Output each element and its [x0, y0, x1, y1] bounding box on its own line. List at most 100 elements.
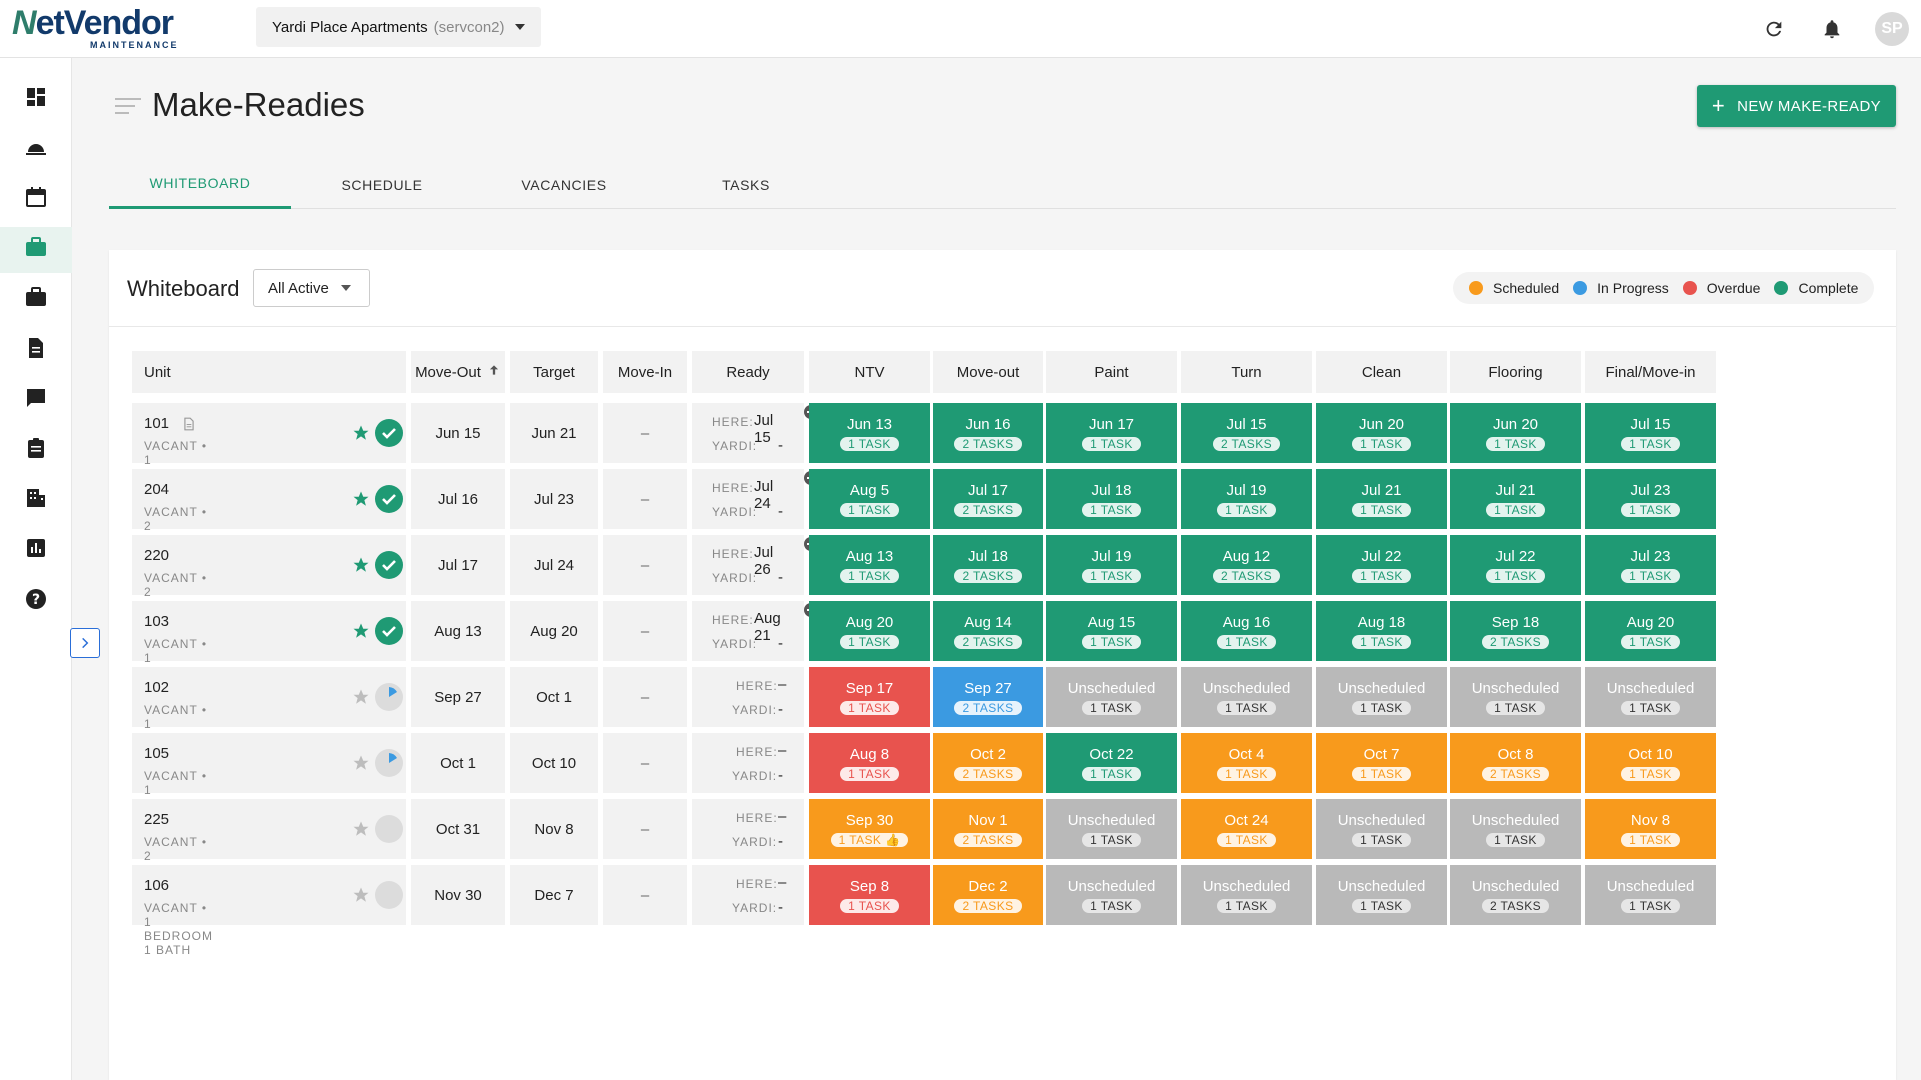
task-cell-final-move-in[interactable]: Jul 23 1 TASK	[1585, 469, 1716, 529]
task-cell-ntv[interactable]: Aug 8 1 TASK	[809, 733, 930, 793]
task-cell-clean[interactable]: Oct 7 1 TASK	[1316, 733, 1447, 793]
task-cell-paint[interactable]: Jun 17 1 TASK	[1046, 403, 1177, 463]
sidebar-item-dashboard[interactable]	[0, 76, 72, 122]
task-cell-flooring[interactable]: Unscheduled 1 TASK	[1450, 667, 1581, 727]
task-cell-move-out[interactable]: Dec 2 2 TASKS	[933, 865, 1043, 925]
avatar[interactable]: SP	[1875, 12, 1909, 46]
menu-icon[interactable]	[115, 98, 141, 114]
star-icon[interactable]	[352, 754, 370, 772]
task-cell-clean[interactable]: Aug 18 1 TASK	[1316, 601, 1447, 661]
unit-number[interactable]: 204	[144, 481, 170, 498]
task-cell-paint[interactable]: Jul 18 1 TASK	[1046, 469, 1177, 529]
task-cell-turn[interactable]: Unscheduled 1 TASK	[1181, 865, 1312, 925]
task-cell-move-out[interactable]: Jul 17 2 TASKS	[933, 469, 1043, 529]
column-header-move-out[interactable]: Move-out	[933, 351, 1043, 393]
task-cell-clean[interactable]: Jul 22 1 TASK	[1316, 535, 1447, 595]
task-cell-turn[interactable]: Jul 15 2 TASKS	[1181, 403, 1312, 463]
task-cell-turn[interactable]: Aug 12 2 TASKS	[1181, 535, 1312, 595]
unit-number[interactable]: 101	[144, 415, 170, 432]
task-cell-clean[interactable]: Unscheduled 1 TASK	[1316, 865, 1447, 925]
task-cell-paint[interactable]: Unscheduled 1 TASK	[1046, 865, 1177, 925]
task-cell-flooring[interactable]: Oct 8 2 TASKS	[1450, 733, 1581, 793]
sidebar-item-reports[interactable]	[0, 528, 72, 574]
task-cell-paint[interactable]: Jul 19 1 TASK	[1046, 535, 1177, 595]
column-header-ready[interactable]: Ready	[692, 351, 804, 393]
column-header-clean[interactable]: Clean	[1316, 351, 1447, 393]
tab-schedule[interactable]: SCHEDULE	[341, 176, 423, 193]
sidebar-item-inspection[interactable]	[0, 126, 72, 172]
unit-number[interactable]: 220	[144, 547, 170, 564]
task-cell-final-move-in[interactable]: Oct 10 1 TASK	[1585, 733, 1716, 793]
column-header-flooring[interactable]: Flooring	[1450, 351, 1581, 393]
unit-number[interactable]: 103	[144, 613, 170, 630]
status-filter-select[interactable]: All Active	[253, 269, 370, 307]
unit-number[interactable]: 225	[144, 811, 170, 828]
tab-whiteboard[interactable]: WHITEBOARD	[109, 160, 291, 209]
star-icon[interactable]	[352, 886, 370, 904]
star-icon[interactable]	[352, 490, 370, 508]
task-cell-move-out[interactable]: Jun 16 2 TASKS	[933, 403, 1043, 463]
sidebar-item-help[interactable]: ?	[0, 578, 72, 624]
column-header-move-out[interactable]: Move-Out	[411, 351, 505, 393]
sidebar-item-briefcase[interactable]	[0, 277, 72, 323]
star-icon[interactable]	[352, 622, 370, 640]
sidebar-item-make-ready[interactable]	[0, 226, 72, 273]
column-header-target[interactable]: Target	[510, 351, 598, 393]
task-cell-move-out[interactable]: Sep 27 2 TASKS	[933, 667, 1043, 727]
task-cell-ntv[interactable]: Aug 20 1 TASK	[809, 601, 930, 661]
sidebar-item-chat[interactable]	[0, 377, 72, 423]
task-cell-paint[interactable]: Oct 22 1 TASK	[1046, 733, 1177, 793]
column-header-move-in[interactable]: Move-In	[603, 351, 687, 393]
unit-number[interactable]: 106	[144, 877, 170, 894]
tab-tasks[interactable]: TASKS	[722, 176, 770, 193]
task-cell-move-out[interactable]: Oct 2 2 TASKS	[933, 733, 1043, 793]
task-cell-clean[interactable]: Unscheduled 1 TASK	[1316, 667, 1447, 727]
task-cell-move-out[interactable]: Aug 14 2 TASKS	[933, 601, 1043, 661]
document-icon[interactable]	[182, 416, 196, 437]
task-cell-turn[interactable]: Unscheduled 1 TASK	[1181, 667, 1312, 727]
new-make-ready-button[interactable]: + NEW MAKE-READY	[1697, 85, 1896, 127]
task-cell-move-out[interactable]: Nov 1 2 TASKS	[933, 799, 1043, 859]
task-cell-flooring[interactable]: Unscheduled 2 TASKS	[1450, 865, 1581, 925]
star-icon[interactable]	[352, 556, 370, 574]
task-cell-final-move-in[interactable]: Nov 8 1 TASK	[1585, 799, 1716, 859]
sidebar-item-clipboard[interactable]	[0, 427, 72, 473]
task-cell-flooring[interactable]: Jul 21 1 TASK	[1450, 469, 1581, 529]
task-cell-ntv[interactable]: Sep 17 1 TASK	[809, 667, 930, 727]
task-cell-flooring[interactable]: Jun 20 1 TASK	[1450, 403, 1581, 463]
column-header-unit[interactable]: Unit	[132, 351, 406, 393]
task-cell-final-move-in[interactable]: Aug 20 1 TASK	[1585, 601, 1716, 661]
property-selector[interactable]: Yardi Place Apartments (servcon2)	[256, 7, 541, 47]
task-cell-ntv[interactable]: Jun 13 1 TASK	[809, 403, 930, 463]
task-cell-final-move-in[interactable]: Jul 15 1 TASK	[1585, 403, 1716, 463]
task-cell-final-move-in[interactable]: Jul 23 1 TASK	[1585, 535, 1716, 595]
task-cell-ntv[interactable]: Sep 8 1 TASK	[809, 865, 930, 925]
star-icon[interactable]	[352, 820, 370, 838]
task-cell-ntv[interactable]: Sep 30 1 TASK 👍	[809, 799, 930, 859]
task-cell-paint[interactable]: Unscheduled 1 TASK	[1046, 667, 1177, 727]
task-cell-final-move-in[interactable]: Unscheduled 1 TASK	[1585, 667, 1716, 727]
star-icon[interactable]	[352, 688, 370, 706]
task-cell-turn[interactable]: Oct 4 1 TASK	[1181, 733, 1312, 793]
task-cell-turn[interactable]: Aug 16 1 TASK	[1181, 601, 1312, 661]
task-cell-clean[interactable]: Jun 20 1 TASK	[1316, 403, 1447, 463]
sidebar-item-calendar[interactable]	[0, 176, 72, 222]
expand-sidebar-button[interactable]	[70, 628, 100, 658]
unit-number[interactable]: 105	[144, 745, 170, 762]
task-cell-turn[interactable]: Jul 19 1 TASK	[1181, 469, 1312, 529]
star-icon[interactable]	[352, 424, 370, 442]
sidebar-item-document[interactable]	[0, 327, 72, 373]
task-cell-paint[interactable]: Unscheduled 1 TASK	[1046, 799, 1177, 859]
task-cell-clean[interactable]: Unscheduled 1 TASK	[1316, 799, 1447, 859]
task-cell-turn[interactable]: Oct 24 1 TASK	[1181, 799, 1312, 859]
task-cell-flooring[interactable]: Sep 18 2 TASKS	[1450, 601, 1581, 661]
task-cell-ntv[interactable]: Aug 5 1 TASK	[809, 469, 930, 529]
task-cell-flooring[interactable]: Jul 22 1 TASK	[1450, 535, 1581, 595]
task-cell-flooring[interactable]: Unscheduled 1 TASK	[1450, 799, 1581, 859]
bell-icon[interactable]	[1817, 14, 1847, 44]
sort-ascending-icon[interactable]	[481, 363, 501, 381]
column-header-final-move-in[interactable]: Final/Move-in	[1585, 351, 1716, 393]
tab-vacancies[interactable]: VACANCIES	[521, 176, 607, 193]
column-header-turn[interactable]: Turn	[1181, 351, 1312, 393]
column-header-ntv[interactable]: NTV	[809, 351, 930, 393]
